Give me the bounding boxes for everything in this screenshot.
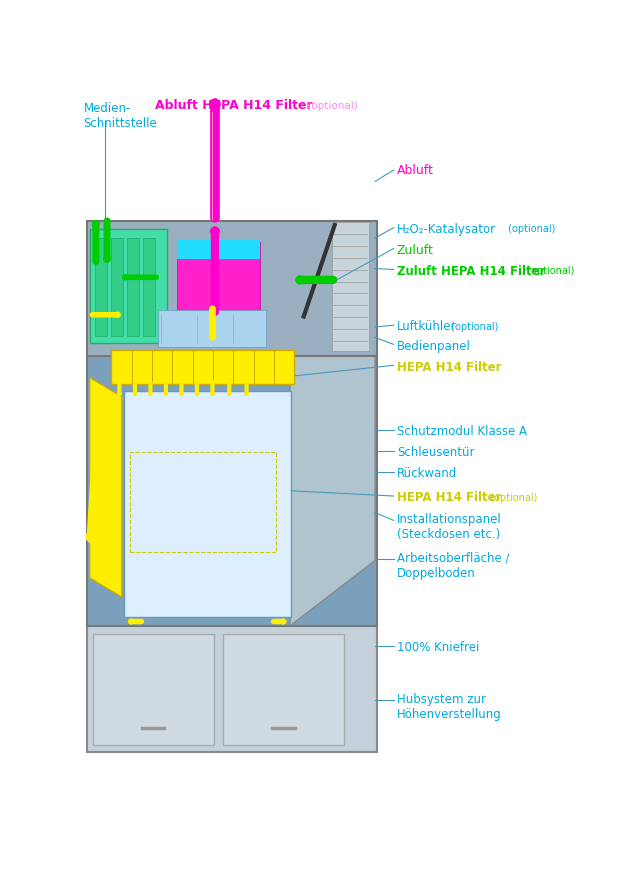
FancyBboxPatch shape xyxy=(143,238,155,336)
Text: (optional): (optional) xyxy=(505,225,556,234)
FancyBboxPatch shape xyxy=(177,242,260,317)
Text: (optional): (optional) xyxy=(524,267,574,276)
Text: (optional): (optional) xyxy=(487,493,537,503)
FancyBboxPatch shape xyxy=(111,238,123,336)
Text: Bedienpanel: Bedienpanel xyxy=(397,339,471,353)
FancyBboxPatch shape xyxy=(95,238,107,336)
Text: 100% Kniefrei: 100% Kniefrei xyxy=(397,641,479,654)
Text: Arbeitsoberfläche /
Doppelboden: Arbeitsoberfläche / Doppelboden xyxy=(397,552,510,580)
FancyBboxPatch shape xyxy=(86,354,377,626)
Text: HEPA H14 Filter: HEPA H14 Filter xyxy=(397,491,501,504)
Text: Medien-
Schnittstelle: Medien- Schnittstelle xyxy=(83,102,157,130)
Polygon shape xyxy=(90,377,122,597)
Text: (optional): (optional) xyxy=(448,322,499,332)
FancyBboxPatch shape xyxy=(127,238,139,336)
FancyBboxPatch shape xyxy=(158,310,267,347)
Text: Zuluft HEPA H14 Filter: Zuluft HEPA H14 Filter xyxy=(397,265,545,278)
Text: Zuluft: Zuluft xyxy=(397,244,434,257)
Text: Luftkühler: Luftkühler xyxy=(397,320,456,333)
Text: Rückwand: Rückwand xyxy=(397,467,457,480)
Text: Installationspanel
(Steckdosen etc.): Installationspanel (Steckdosen etc.) xyxy=(397,513,501,541)
FancyBboxPatch shape xyxy=(86,624,377,752)
Polygon shape xyxy=(290,282,375,626)
FancyBboxPatch shape xyxy=(93,634,213,745)
Text: Hubsystem zur
Höhenverstellung: Hubsystem zur Höhenverstellung xyxy=(397,693,501,721)
Text: Abluft: Abluft xyxy=(397,164,434,176)
FancyBboxPatch shape xyxy=(124,390,291,617)
Text: HEPA H14 Filter: HEPA H14 Filter xyxy=(397,360,501,374)
FancyBboxPatch shape xyxy=(111,350,294,384)
FancyBboxPatch shape xyxy=(332,223,369,352)
Text: (optional): (optional) xyxy=(304,101,357,111)
FancyBboxPatch shape xyxy=(223,634,344,745)
Text: Schutzmodul Klasse A: Schutzmodul Klasse A xyxy=(397,425,526,438)
Text: Schleusentür: Schleusentür xyxy=(397,446,475,459)
FancyBboxPatch shape xyxy=(86,221,377,356)
FancyBboxPatch shape xyxy=(177,239,260,259)
Text: Abluft HEPA H14 Filter: Abluft HEPA H14 Filter xyxy=(155,99,312,112)
FancyBboxPatch shape xyxy=(90,230,167,343)
Text: H₂O₂-Katalysator: H₂O₂-Katalysator xyxy=(397,223,496,236)
